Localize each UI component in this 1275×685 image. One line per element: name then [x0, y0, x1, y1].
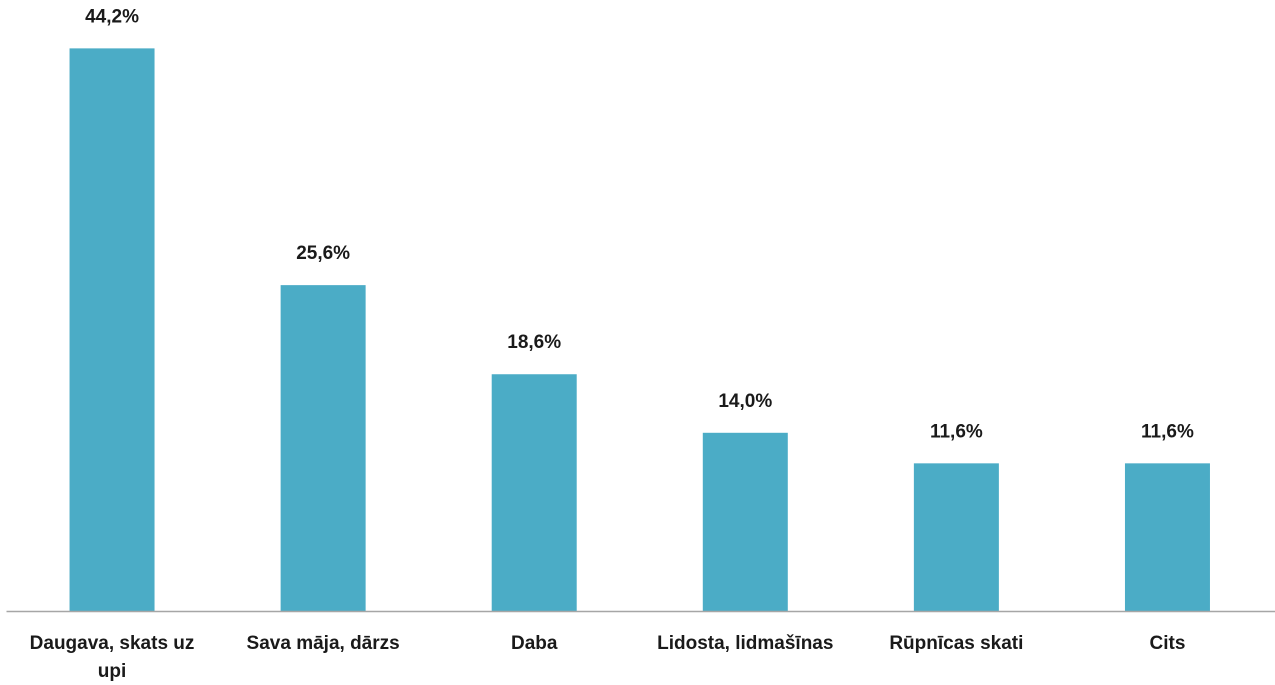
value-label: 25,6% [296, 243, 350, 264]
value-label: 11,6% [930, 421, 983, 442]
bar [491, 374, 577, 611]
value-label: 11,6% [1141, 421, 1194, 442]
bar [280, 285, 366, 611]
x-tick-label: Cits [1149, 633, 1186, 654]
bar [1124, 463, 1210, 611]
x-tick-label: Daugava, skats uz upi [29, 633, 195, 682]
bar [913, 463, 999, 611]
bar [69, 48, 155, 611]
value-label: 44,2% [85, 6, 139, 27]
bar [702, 432, 788, 611]
x-tick-label: Sava māja, dārzs [246, 633, 400, 654]
x-tick-label: Rūpnīcas skati [889, 633, 1024, 654]
value-label: 18,6% [507, 332, 561, 353]
value-label: 14,0% [718, 391, 772, 412]
x-tick-label: Daba [510, 633, 558, 654]
x-tick-label: Lidosta, lidmašīnas [657, 633, 834, 654]
